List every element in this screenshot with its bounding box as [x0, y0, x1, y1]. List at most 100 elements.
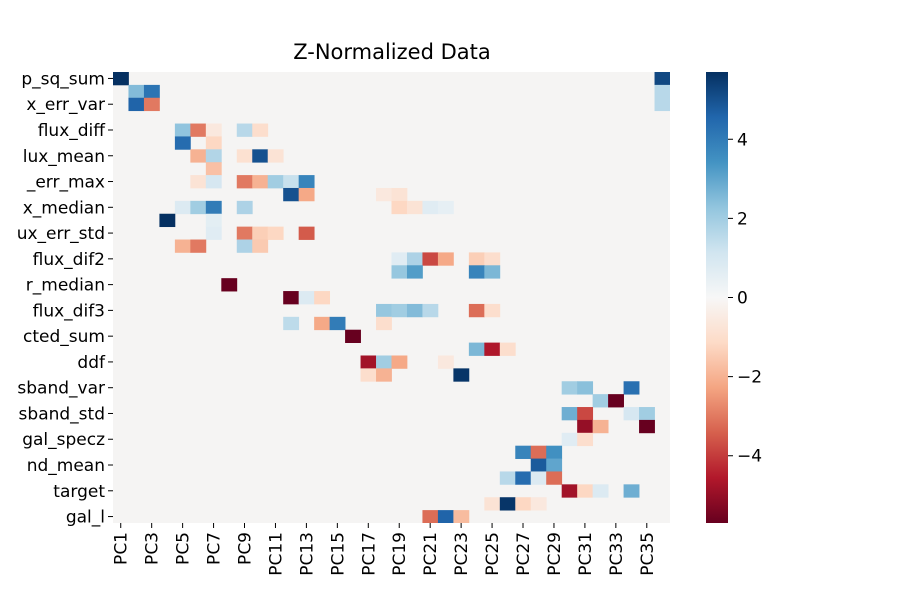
heatmap-cell [639, 407, 655, 421]
column-label: PC33 [607, 532, 627, 576]
column-label: PC17 [359, 532, 379, 576]
heatmap-cell [298, 187, 315, 202]
row-label: ux_err_std [17, 224, 105, 244]
heatmap-cell [561, 407, 578, 421]
heatmap-cell [221, 278, 238, 292]
column-label: PC29 [545, 532, 565, 576]
heatmap-cell [654, 84, 670, 99]
heatmap-cell [283, 175, 300, 189]
heatmap-cell [252, 175, 269, 189]
heatmap-cell [236, 123, 253, 137]
heatmap-cell [267, 175, 284, 189]
column-label: PC19 [390, 532, 410, 576]
row-label: _err_max [26, 173, 105, 193]
heatmap-cell [360, 355, 377, 369]
heatmap-cell [391, 200, 408, 215]
heatmap-cell [623, 407, 640, 421]
heatmap-cell [592, 394, 609, 408]
row-label: gal_specz [22, 430, 105, 450]
heatmap-cell [608, 394, 624, 408]
heatmap-cell [298, 175, 315, 189]
heatmap-cell [639, 419, 655, 434]
heatmap-cell [561, 381, 578, 395]
heatmap-cell [159, 213, 176, 228]
heatmap-cell [376, 316, 392, 331]
column-label: PC3 [143, 532, 163, 565]
heatmap-cell [406, 252, 423, 266]
heatmap-cell [345, 329, 361, 343]
column-label: PC23 [452, 532, 472, 576]
heatmap-cell [484, 303, 501, 318]
heatmap-cell [437, 510, 454, 523]
heatmap-cell [174, 123, 191, 137]
row-label: lux_mean [23, 147, 105, 167]
row-label: x_median [23, 198, 105, 218]
heatmap-cell [654, 72, 670, 86]
heatmap-cell [190, 149, 207, 163]
row-label: r_median [26, 276, 105, 296]
heatmap-background [113, 72, 670, 523]
heatmap-cell [577, 407, 594, 421]
colorbar-tick-label: 0 [737, 289, 748, 309]
heatmap-cell [592, 419, 609, 434]
colorbar-tick-label: −4 [737, 447, 762, 467]
heatmap-cell [592, 484, 609, 498]
row-label: flux_dif3 [33, 301, 105, 321]
column-label: PC1 [112, 532, 132, 565]
row-label: gal_l [66, 508, 105, 528]
heatmap-cell [298, 291, 315, 305]
heatmap-cell [484, 252, 501, 266]
heatmap-cell [437, 252, 454, 266]
heatmap-cell [314, 291, 331, 305]
heatmap-cell [205, 213, 222, 228]
colorbar-tick-label: 4 [737, 130, 748, 150]
heatmap-cell [128, 84, 145, 99]
heatmap-cell [546, 445, 563, 459]
heatmap-cell [376, 368, 392, 382]
heatmap-cell [190, 123, 207, 137]
heatmap-cell [205, 136, 222, 150]
heatmap-cell [205, 162, 222, 176]
heatmap-cell [236, 239, 253, 253]
heatmap-cell [174, 200, 191, 215]
column-label: PC31 [576, 532, 596, 576]
heatmap-cell [422, 303, 439, 318]
heatmap-cell [406, 265, 423, 279]
heatmap-cell [468, 303, 485, 318]
heatmap-cell [205, 226, 222, 240]
heatmap-cell [577, 484, 594, 498]
heatmap-cell [437, 355, 454, 369]
heatmap-cell [143, 97, 160, 112]
heatmap-cell [376, 303, 392, 318]
column-labels: PC1 PC3 PC5 PC7 PC9 PC11 PC13 PC15 PC17 PC19 PC21 P… [112, 523, 658, 576]
heatmap-cell [453, 368, 470, 382]
heatmap-cell [546, 458, 563, 472]
column-label: PC35 [638, 532, 658, 576]
heatmap-cell [623, 484, 640, 498]
column-label: PC27 [514, 532, 534, 576]
heatmap-cell [530, 471, 547, 485]
column-label: PC11 [266, 532, 286, 576]
row-label: ddf [77, 353, 106, 373]
heatmap-cell [190, 175, 207, 189]
heatmap-cell [499, 471, 516, 485]
heatmap-cell [190, 200, 207, 215]
row-label: sband_std [19, 404, 105, 424]
column-label: PC7 [205, 532, 225, 565]
heatmap-cell [391, 303, 408, 318]
row-label: flux_diff [38, 121, 107, 141]
heatmap-cell [499, 497, 516, 511]
heatmap-cell [298, 226, 315, 240]
heatmap-cell [577, 419, 594, 434]
heatmap-cell [422, 252, 439, 266]
heatmap-cell [252, 239, 269, 253]
heatmap-cell [314, 316, 331, 331]
heatmap-cell [406, 200, 423, 215]
heatmap-cell [468, 342, 485, 356]
heatmap-cell [391, 252, 408, 266]
heatmap-cell [236, 175, 253, 189]
heatmap-cell [267, 226, 284, 240]
heatmap-cell [113, 72, 129, 86]
row-labels: p_sq_sum x_err_var flux_diff lux_mean _err_m… [17, 69, 113, 528]
